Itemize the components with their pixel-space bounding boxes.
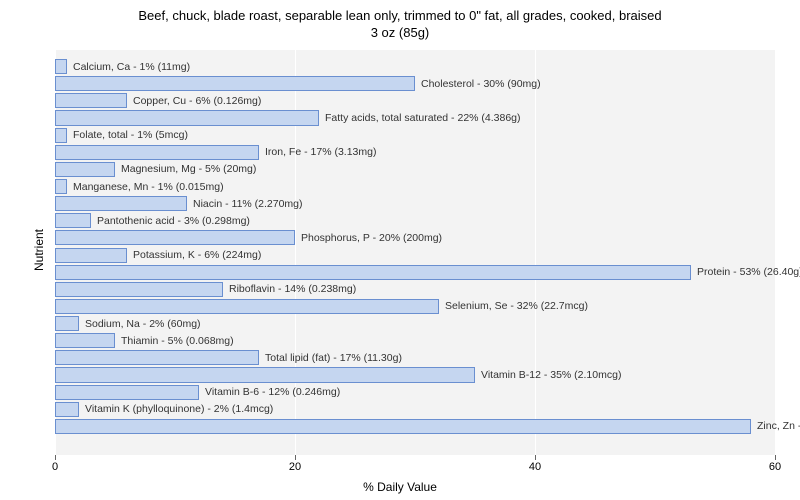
bar-label: Phosphorus, P - 20% (200mg) bbox=[301, 232, 442, 244]
nutrient-chart: Beef, chuck, blade roast, separable lean… bbox=[0, 0, 800, 500]
bar-row: Folate, total - 1% (5mcg) bbox=[55, 127, 775, 144]
bar-label: Vitamin K (phylloquinone) - 2% (1.4mcg) bbox=[85, 403, 273, 415]
bar-label: Selenium, Se - 32% (22.7mcg) bbox=[445, 300, 588, 312]
x-tick-label: 60 bbox=[769, 461, 781, 473]
bar-row: Niacin - 11% (2.270mg) bbox=[55, 195, 775, 212]
bar-label: Protein - 53% (26.40g) bbox=[697, 266, 800, 278]
bar bbox=[55, 59, 67, 74]
bar bbox=[55, 213, 91, 228]
bar-label: Magnesium, Mg - 5% (20mg) bbox=[121, 163, 256, 175]
bar-row: Pantothenic acid - 3% (0.298mg) bbox=[55, 212, 775, 229]
bar bbox=[55, 196, 187, 211]
bar-label: Sodium, Na - 2% (60mg) bbox=[85, 318, 201, 330]
bar bbox=[55, 179, 67, 194]
x-tick-label: 20 bbox=[289, 461, 301, 473]
bar-row: Zinc, Zn - 58% (8.73mg) bbox=[55, 418, 775, 435]
bar bbox=[55, 419, 751, 434]
bar bbox=[55, 248, 127, 263]
bar-row: Selenium, Se - 32% (22.7mcg) bbox=[55, 298, 775, 315]
grid-line bbox=[775, 50, 776, 455]
x-tick bbox=[55, 455, 56, 460]
bar-label: Riboflavin - 14% (0.238mg) bbox=[229, 283, 356, 295]
bar-label: Zinc, Zn - 58% (8.73mg) bbox=[757, 420, 800, 432]
bar bbox=[55, 367, 475, 382]
bar-row: Thiamin - 5% (0.068mg) bbox=[55, 332, 775, 349]
bar bbox=[55, 282, 223, 297]
x-tick-label: 40 bbox=[529, 461, 541, 473]
bar-row: Cholesterol - 30% (90mg) bbox=[55, 75, 775, 92]
bar-label: Folate, total - 1% (5mcg) bbox=[73, 129, 188, 141]
bar-label: Niacin - 11% (2.270mg) bbox=[193, 198, 303, 210]
title-line1: Beef, chuck, blade roast, separable lean… bbox=[138, 8, 661, 23]
bar-row: Riboflavin - 14% (0.238mg) bbox=[55, 281, 775, 298]
bar-row: Iron, Fe - 17% (3.13mg) bbox=[55, 144, 775, 161]
bar-row: Copper, Cu - 6% (0.126mg) bbox=[55, 92, 775, 109]
bar bbox=[55, 385, 199, 400]
bar-label: Manganese, Mn - 1% (0.015mg) bbox=[73, 181, 224, 193]
y-axis-label: Nutrient bbox=[32, 229, 46, 271]
title-line2: 3 oz (85g) bbox=[371, 25, 430, 40]
bar bbox=[55, 93, 127, 108]
bar bbox=[55, 128, 67, 143]
bar-label: Thiamin - 5% (0.068mg) bbox=[121, 335, 234, 347]
bar-row: Sodium, Na - 2% (60mg) bbox=[55, 315, 775, 332]
bar-label: Vitamin B-6 - 12% (0.246mg) bbox=[205, 386, 340, 398]
bar-row: Protein - 53% (26.40g) bbox=[55, 264, 775, 281]
bar-label: Iron, Fe - 17% (3.13mg) bbox=[265, 146, 376, 158]
bar-row: Total lipid (fat) - 17% (11.30g) bbox=[55, 349, 775, 366]
bar-label: Cholesterol - 30% (90mg) bbox=[421, 78, 541, 90]
bar bbox=[55, 145, 259, 160]
bar-row: Fatty acids, total saturated - 22% (4.38… bbox=[55, 109, 775, 126]
bar bbox=[55, 299, 439, 314]
bar bbox=[55, 402, 79, 417]
x-tick bbox=[295, 455, 296, 460]
bar-label: Calcium, Ca - 1% (11mg) bbox=[73, 61, 190, 73]
plot-area: 0204060Calcium, Ca - 1% (11mg)Cholestero… bbox=[55, 50, 775, 455]
bar-label: Potassium, K - 6% (224mg) bbox=[133, 249, 261, 261]
bar-row: Vitamin B-6 - 12% (0.246mg) bbox=[55, 384, 775, 401]
bar-row: Calcium, Ca - 1% (11mg) bbox=[55, 58, 775, 75]
bar-row: Phosphorus, P - 20% (200mg) bbox=[55, 229, 775, 246]
x-axis-label: % Daily Value bbox=[363, 480, 437, 494]
bar bbox=[55, 265, 691, 280]
bar-row: Potassium, K - 6% (224mg) bbox=[55, 247, 775, 264]
bar-row: Magnesium, Mg - 5% (20mg) bbox=[55, 161, 775, 178]
x-tick-label: 0 bbox=[52, 461, 58, 473]
chart-title: Beef, chuck, blade roast, separable lean… bbox=[0, 0, 800, 42]
bar-row: Vitamin B-12 - 35% (2.10mcg) bbox=[55, 366, 775, 383]
bar-label: Fatty acids, total saturated - 22% (4.38… bbox=[325, 112, 521, 124]
bar-row: Manganese, Mn - 1% (0.015mg) bbox=[55, 178, 775, 195]
bar bbox=[55, 350, 259, 365]
bar bbox=[55, 162, 115, 177]
bar-row: Vitamin K (phylloquinone) - 2% (1.4mcg) bbox=[55, 401, 775, 418]
bar-label: Total lipid (fat) - 17% (11.30g) bbox=[265, 352, 402, 364]
bar bbox=[55, 76, 415, 91]
bar-label: Vitamin B-12 - 35% (2.10mcg) bbox=[481, 369, 621, 381]
bar-label: Pantothenic acid - 3% (0.298mg) bbox=[97, 215, 250, 227]
bar bbox=[55, 230, 295, 245]
bar bbox=[55, 110, 319, 125]
bar bbox=[55, 333, 115, 348]
x-tick bbox=[775, 455, 776, 460]
x-tick bbox=[535, 455, 536, 460]
bar bbox=[55, 316, 79, 331]
bar-label: Copper, Cu - 6% (0.126mg) bbox=[133, 95, 261, 107]
